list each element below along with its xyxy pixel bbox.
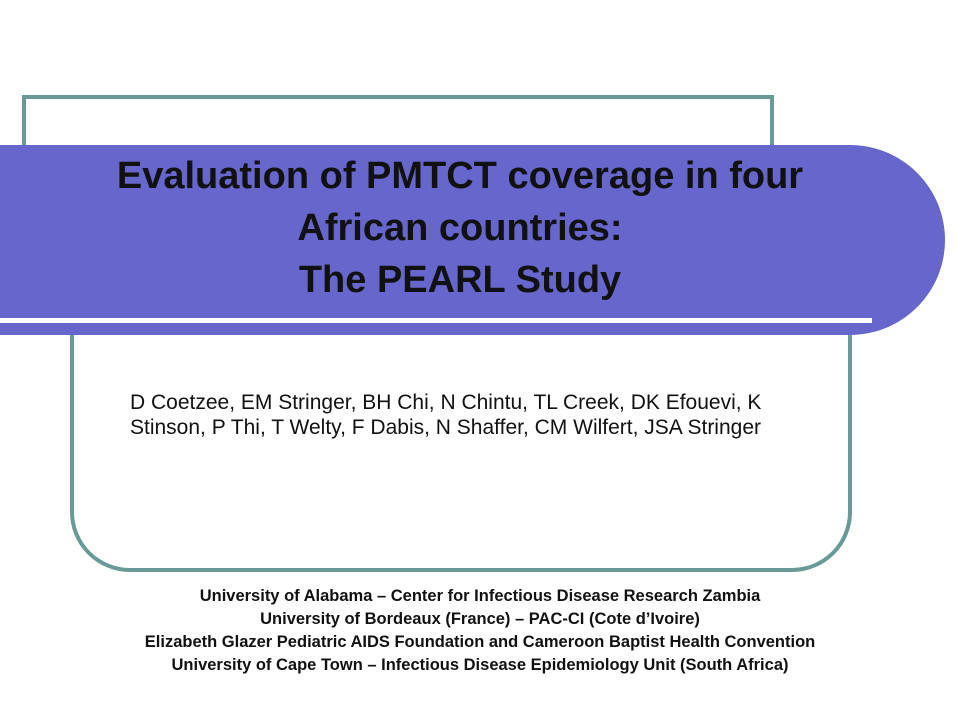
title: Evaluation of PMTCT coverage in four Afr… xyxy=(10,150,910,306)
affiliations: University of Alabama – Center for Infec… xyxy=(0,585,960,677)
title-band xyxy=(0,145,945,335)
title-line: Evaluation of PMTCT coverage in four xyxy=(116,155,804,197)
title-line: The PEARL Study xyxy=(298,259,622,301)
frame xyxy=(70,300,852,572)
title-line: African countries: xyxy=(297,207,623,249)
affiliation: University of Alabama – Center for Infec… xyxy=(199,587,761,605)
affiliation: University of Bordeaux (France) – PAC-CI… xyxy=(260,610,700,628)
authors: D Coetzee, EM Stringer, BH Chi, N Chintu… xyxy=(130,391,762,439)
affiliation: University of Cape Town – Infectious Dis… xyxy=(171,656,789,674)
band-line xyxy=(0,318,872,323)
affiliation: Elizabeth Glazer Pediatric AIDS Foundati… xyxy=(144,633,816,651)
